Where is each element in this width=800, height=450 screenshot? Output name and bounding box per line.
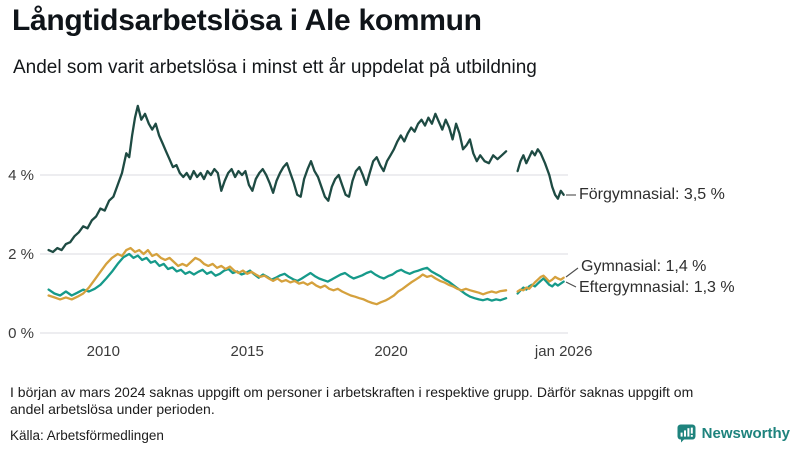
footnote: I början av mars 2024 saknas uppgift om … [10,384,694,418]
newsworthy-logo: Newsworthy [677,424,790,443]
annotation-connector [565,281,577,288]
chart-title: Långtidsarbetslösa i Ale kommun [12,4,482,37]
series-end-label-gymnasial: Gymnasial: 1,4 % [581,258,707,275]
series-line-förgymnasial [47,104,508,254]
series-line-eftergymnasial [47,252,508,302]
y-tick-label: 4 % [8,167,34,184]
series-line-förgymnasial [516,148,565,200]
newsworthy-icon [677,424,696,443]
x-tick-label: 2020 [374,343,407,360]
annotation-connector [565,267,579,278]
y-tick-label: 2 % [8,246,34,263]
source-attribution: Källa: Arbetsförmedlingen [10,428,164,443]
newsworthy-wordmark: Newsworthy [701,425,790,442]
series-line-gymnasial [516,274,565,293]
series-line-eftergymnasial [516,277,565,295]
x-tick-label: jan 2026 [534,343,593,360]
series-end-label-eftergymnasial: Eftergymnasial: 1,3 % [579,279,735,296]
series-line-gymnasial [47,246,508,306]
series-end-label-forgymnasial: Förgymnasial: 3,5 % [579,186,725,203]
y-tick-label: 0 % [8,325,34,342]
x-tick-label: 2010 [87,343,120,360]
chart-subtitle: Andel som varit arbetslösa i minst ett å… [13,57,537,78]
x-tick-label: 2015 [231,343,264,360]
